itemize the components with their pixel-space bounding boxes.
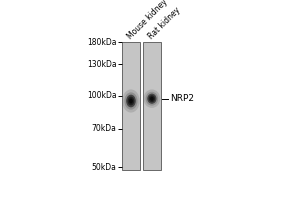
- Text: 50kDa: 50kDa: [92, 163, 116, 172]
- Ellipse shape: [146, 92, 158, 106]
- Bar: [143, 42, 161, 170]
- Text: NRP2: NRP2: [170, 94, 194, 103]
- Ellipse shape: [128, 97, 134, 105]
- Text: Rat kidney: Rat kidney: [147, 5, 182, 41]
- Text: 70kDa: 70kDa: [92, 124, 116, 133]
- Ellipse shape: [143, 89, 160, 108]
- Text: 130kDa: 130kDa: [87, 60, 116, 69]
- Text: 100kDa: 100kDa: [87, 91, 116, 100]
- Ellipse shape: [126, 95, 136, 107]
- Ellipse shape: [147, 94, 157, 104]
- Ellipse shape: [124, 92, 137, 110]
- Ellipse shape: [122, 89, 140, 113]
- Ellipse shape: [149, 95, 155, 102]
- Text: 180kDa: 180kDa: [87, 38, 116, 47]
- Text: Mouse kidney: Mouse kidney: [126, 0, 170, 41]
- Bar: [122, 42, 140, 170]
- Ellipse shape: [150, 97, 154, 101]
- Ellipse shape: [129, 98, 133, 104]
